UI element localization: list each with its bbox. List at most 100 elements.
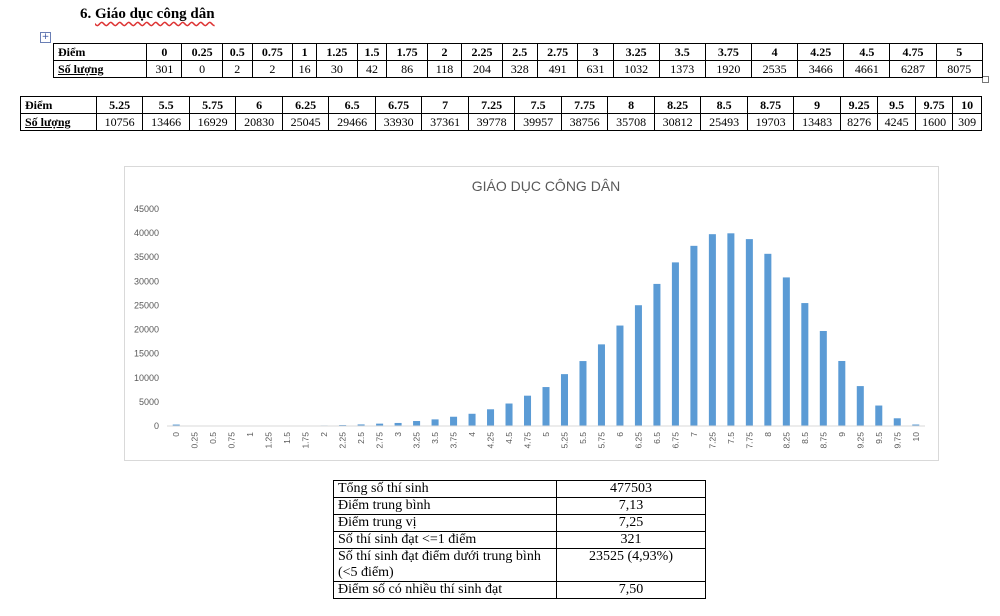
bar: [376, 423, 384, 426]
bar: [357, 424, 365, 426]
count-cell: 13483: [793, 113, 841, 131]
move-anchor-icon[interactable]: +: [40, 32, 51, 43]
bar: [523, 395, 532, 426]
bar: [856, 386, 864, 426]
score-cell: 1.25: [316, 43, 358, 61]
bar-chart-svg: GIÁO DỤC CÔNG DÂN05000100001500020000250…: [134, 178, 925, 449]
y-tick-label: 30000: [134, 276, 159, 286]
score-cell: 8: [607, 96, 655, 114]
count-cell: 1373: [658, 60, 706, 78]
x-tick-label: 2.5: [356, 432, 366, 444]
score-cell: 2: [426, 43, 463, 61]
count-cell: 37361: [421, 113, 469, 131]
count-cell: 1920: [704, 60, 752, 78]
section-title: 6. Giáo dục công dân: [80, 6, 215, 23]
y-tick-label: 5000: [139, 397, 159, 407]
score-cell: 6.25: [281, 96, 330, 114]
score-cell: 1.75: [386, 43, 428, 61]
count-cell: 38756: [560, 113, 609, 131]
y-tick-label: 10000: [134, 373, 159, 383]
x-tick-label: 9.25: [855, 432, 865, 449]
bar: [838, 360, 846, 426]
x-tick-label: 6.75: [670, 432, 680, 449]
count-cell: 10756: [95, 113, 144, 131]
y-tick-label: 45000: [134, 204, 159, 214]
x-tick-label: 5: [541, 432, 551, 437]
bar: [690, 245, 698, 426]
x-tick-label: 8.5: [800, 432, 810, 444]
bar: [616, 325, 624, 426]
bar: [413, 421, 421, 426]
score-row: Điểm 5.25 5.5 5.75 6 6.25 6.5 6.75 7 7.25 7.5 7.75 8…: [20, 96, 982, 114]
count-cell: 491: [536, 60, 579, 78]
count-cell: 13466: [142, 113, 190, 131]
stat-value: 477503: [556, 480, 706, 498]
x-tick-label: 5.75: [596, 432, 606, 449]
count-cell: 35708: [607, 113, 655, 131]
score-cell: 3.25: [612, 43, 660, 61]
x-tick-label: 4.5: [504, 432, 514, 444]
count-cell: 86: [386, 60, 428, 78]
score-cell: 0.75: [251, 43, 294, 61]
stat-row: Số thí sinh đạt <=1 điểm 321: [333, 531, 706, 549]
x-tick-label: 1.5: [282, 432, 292, 444]
x-tick-label: 4.75: [523, 432, 533, 449]
x-tick-label: 2.25: [338, 432, 348, 449]
bar: [671, 262, 679, 426]
x-tick-label: 9.5: [874, 432, 884, 444]
score-cell: 8.25: [653, 96, 702, 114]
x-tick-label: 1.75: [301, 432, 311, 449]
score-cell: 0: [146, 43, 183, 61]
x-tick-label: 3.75: [449, 432, 459, 449]
x-tick-label: 6.25: [633, 432, 643, 449]
x-tick-label: 9: [837, 432, 847, 437]
count-cell: 20830: [235, 113, 283, 131]
x-tick-label: 3.25: [412, 432, 422, 449]
count-row: Số lượng 301 0 2 2 16 30 42 86 118 204 328 491 631 103…: [52, 60, 984, 78]
count-cell: 29466: [328, 113, 376, 131]
x-tick-label: 7.75: [744, 432, 754, 449]
row-label-score: Điểm: [20, 96, 97, 114]
count-cell: 39778: [467, 113, 516, 131]
x-tick-label: 2: [319, 432, 329, 437]
score-cell: 0.5: [221, 43, 253, 61]
x-tick-label: 8: [763, 432, 773, 437]
count-cell: 4661: [843, 60, 891, 78]
stat-row: Tổng số thí sinh 477503: [333, 480, 706, 498]
score-cell: 3.75: [704, 43, 752, 61]
bar: [801, 303, 809, 426]
table-resize-handle[interactable]: [982, 76, 989, 83]
bar: [893, 418, 901, 426]
distribution-chart[interactable]: GIÁO DỤC CÔNG DÂN 0 5000 10000 15000 20000 250…: [124, 166, 939, 461]
chart-title: GIÁO DỤC CÔNG DÂN: [472, 178, 621, 194]
score-cell: 4.25: [797, 43, 845, 61]
x-tick-label: 1.25: [264, 432, 274, 449]
x-tick-label: 2.75: [375, 432, 385, 449]
count-cell: 204: [461, 60, 503, 78]
score-cell: 5.5: [142, 96, 190, 114]
x-tick-label: 7: [689, 432, 699, 437]
bar: [579, 361, 587, 426]
count-cell: 25045: [281, 113, 330, 131]
bar: [172, 424, 180, 426]
x-tick-label: 0: [171, 432, 181, 437]
stat-label: Số thí sinh đạt <=1 điểm: [333, 531, 557, 549]
score-cell: 4: [750, 43, 799, 61]
stat-value: 7,25: [556, 514, 706, 532]
score-cell: 9.5: [877, 96, 916, 114]
score-cell: 6.75: [374, 96, 423, 114]
x-tick-label: 4: [467, 432, 477, 437]
score-row: Điểm 0 0.25 0.5 0.75 1 1.25 1.5 1.75 2 2.25 2.5 2.75…: [52, 43, 984, 61]
count-cell: 309: [952, 113, 982, 131]
score-cell: 7: [421, 96, 469, 114]
score-cell: 4.5: [843, 43, 891, 61]
score-cell: 7.5: [514, 96, 562, 114]
row-label-count: Số lượng: [20, 113, 97, 131]
bar: [431, 419, 439, 426]
score-cell: 6: [235, 96, 283, 114]
count-cell: 2: [251, 60, 294, 78]
stat-value: 321: [556, 531, 706, 549]
stat-label: Điểm trung bình: [333, 497, 557, 515]
count-cell: 16929: [188, 113, 237, 131]
stat-label: Điểm trung vị: [333, 514, 557, 532]
